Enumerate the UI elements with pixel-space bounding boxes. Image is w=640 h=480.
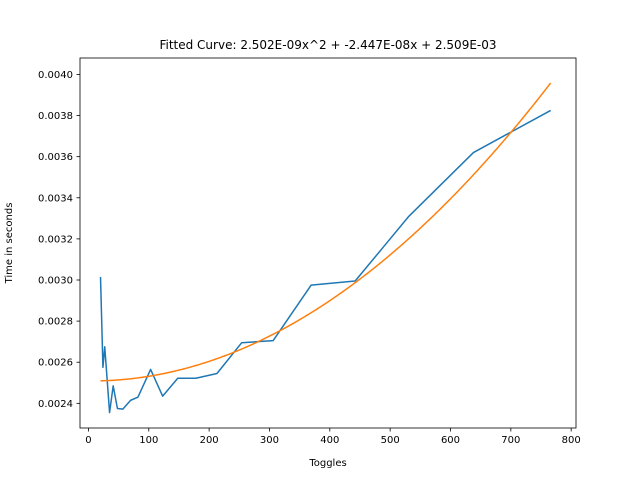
y-tick-label: 0.0030 bbox=[38, 276, 73, 287]
axes-layer bbox=[79, 57, 577, 429]
x-tick-label: 0 bbox=[85, 435, 91, 446]
y-tick-label: 0.0028 bbox=[38, 317, 73, 328]
x-axis-label: Toggles bbox=[308, 458, 346, 469]
y-tick-label: 0.0026 bbox=[38, 358, 73, 369]
series-line-measured bbox=[99, 109, 552, 414]
x-tick-label: 300 bbox=[260, 435, 279, 446]
chart-title: Fitted Curve: 2.502E-09x^2 + -2.447E-08x… bbox=[159, 38, 496, 52]
x-tick-label: 700 bbox=[501, 435, 520, 446]
x-ticks: 0 100 200 300 400 500 600 700 800 bbox=[85, 428, 581, 446]
y-tick-label: 0.0036 bbox=[38, 152, 73, 163]
x-tick-label: 100 bbox=[139, 435, 158, 446]
x-tick-label: 800 bbox=[562, 435, 581, 446]
x-tick-label: 200 bbox=[200, 435, 219, 446]
y-tick-label: 0.0024 bbox=[38, 399, 73, 410]
y-ticks: 0.0024 0.0026 0.0028 0.0030 0.0032 0.0034 0.00… bbox=[38, 70, 80, 410]
y-tick-label: 0.0034 bbox=[38, 193, 73, 204]
y-tick-label: 0.0032 bbox=[38, 234, 73, 245]
y-tick-label: 0.0038 bbox=[38, 111, 73, 122]
x-tick-label: 500 bbox=[381, 435, 400, 446]
x-tick-label: 600 bbox=[441, 435, 460, 446]
data-layer bbox=[99, 82, 552, 414]
series-line-fitted bbox=[100, 82, 552, 382]
axes-frame bbox=[79, 57, 577, 429]
plot-area bbox=[80, 58, 576, 428]
x-tick-label: 400 bbox=[320, 435, 339, 446]
y-axis-label: Time in seconds bbox=[4, 203, 15, 285]
y-tick-label: 0.0040 bbox=[38, 70, 73, 81]
